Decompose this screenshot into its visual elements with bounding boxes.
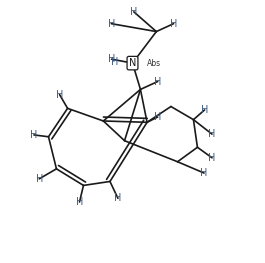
Text: H: H	[200, 168, 208, 178]
Text: H: H	[76, 197, 83, 207]
Text: H: H	[108, 19, 115, 29]
Text: H: H	[170, 19, 177, 29]
Text: Abs: Abs	[147, 59, 161, 68]
Text: H: H	[208, 153, 216, 163]
Text: H: H	[201, 105, 208, 115]
Text: H: H	[108, 54, 115, 64]
Text: H: H	[154, 77, 161, 87]
Text: H: H	[130, 7, 138, 17]
Text: H: H	[36, 174, 43, 184]
Text: H: H	[56, 90, 63, 100]
Text: H: H	[30, 130, 38, 140]
Text: H: H	[111, 57, 118, 67]
Text: H: H	[114, 193, 122, 203]
Text: N: N	[129, 58, 136, 68]
Text: H: H	[154, 112, 161, 122]
Text: H: H	[208, 129, 216, 139]
